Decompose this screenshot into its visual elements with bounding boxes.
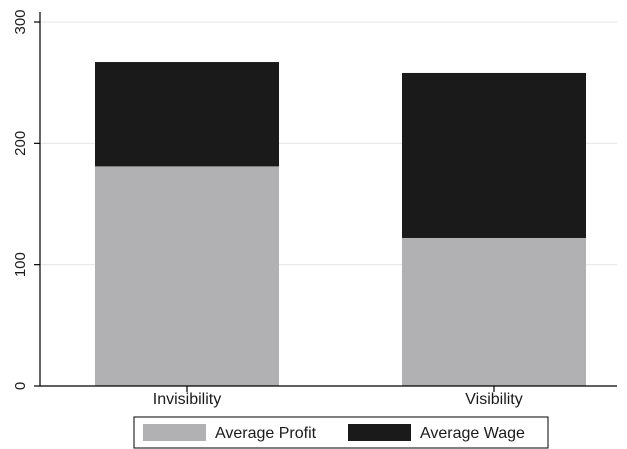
legend-label-average-wage: Average Wage (420, 425, 525, 442)
y-ticks: 0 100 200 300 (12, 9, 40, 390)
legend-label-average-profit: Average Profit (215, 425, 317, 442)
x-category-label: Invisibility (153, 391, 221, 408)
legend-swatch-average-wage (348, 424, 411, 441)
bar-average-wage-visibility (402, 72, 586, 238)
legend-swatch-average-profit (143, 424, 206, 441)
bar-average-wage-invisibility (95, 62, 279, 167)
axes (39, 12, 617, 387)
y-tick-label: 200 (12, 131, 29, 156)
bar-average-profit-invisibility (95, 166, 279, 386)
legend: Average Profit Average Wage (133, 416, 549, 449)
y-tick-label: 0 (12, 382, 29, 390)
x-category-labels: Invisibility Visibility (153, 386, 523, 408)
y-tick-label: 300 (12, 9, 29, 34)
bars (95, 62, 586, 386)
x-category-label: Visibility (465, 391, 523, 408)
bar-average-profit-visibility (402, 237, 586, 386)
y-tick-label: 100 (12, 252, 29, 277)
